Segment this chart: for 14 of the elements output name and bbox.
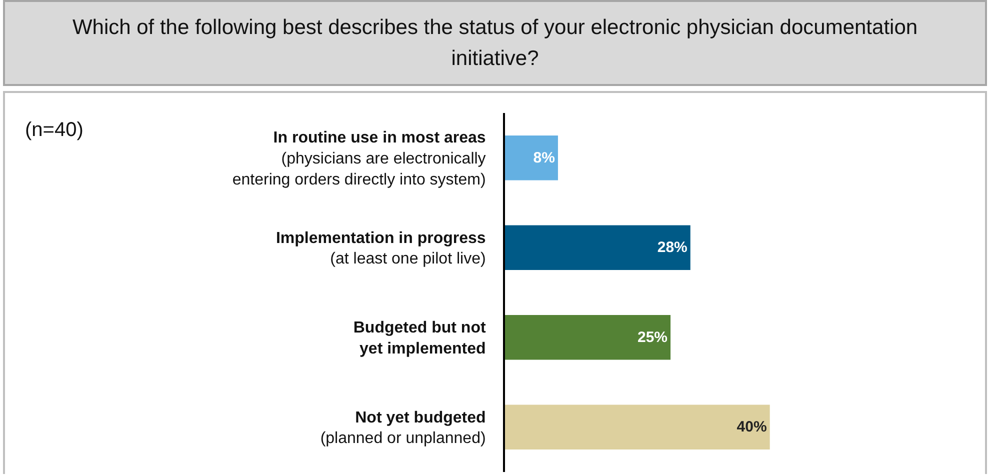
y-tick-label: Not yet budgeted (planned or unplanned): [320, 409, 486, 448]
bar: [505, 404, 770, 450]
text: (n=40): [25, 119, 84, 141]
bar: [505, 225, 690, 270]
bar: [505, 314, 671, 360]
bar: [505, 135, 558, 180]
data-label: 40%: [736, 418, 767, 436]
chart-title: Which of the following best describes the status of your electronic physician documentation initiative?: [3, 0, 987, 86]
y-tick-label: Budgeted but not yet implemented: [353, 320, 486, 358]
data-label: 25%: [637, 328, 668, 346]
y-tick-label: In routine use in most areas (physicians are electronically entering orders directly into system): [232, 130, 486, 188]
y-tick-label: Implementation in progress (at least one pilot live): [276, 230, 486, 268]
data-label: 8%: [533, 149, 555, 166]
data-label: 28%: [657, 239, 688, 256]
